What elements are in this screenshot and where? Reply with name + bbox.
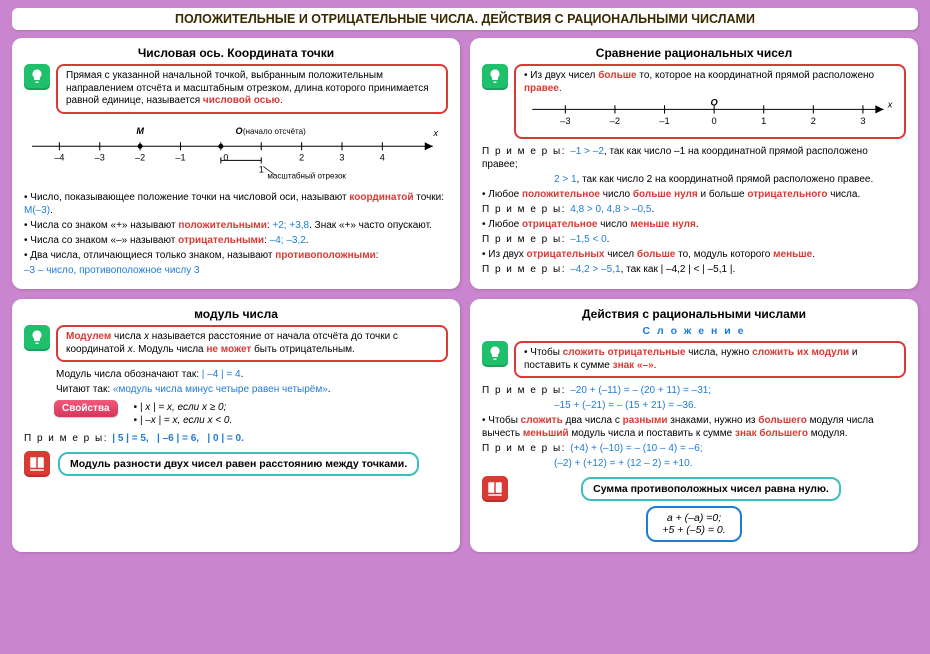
svg-text:–2: –2: [135, 152, 145, 162]
book-icon: [24, 451, 50, 477]
svg-text:4: 4: [380, 152, 385, 162]
card4-definition1: • Чтобы сложить отрицательные числа, нуж…: [514, 341, 906, 378]
svg-text:2: 2: [299, 152, 304, 162]
card2-line1: • Любое положительное число больше нуля …: [482, 188, 906, 201]
properties-pill: Свойства: [54, 400, 118, 417]
card1-bullet3: • Числа со знаком «–» называют отрицател…: [24, 234, 448, 247]
svg-text:–3: –3: [560, 116, 570, 126]
page-title: ПОЛОЖИТЕЛЬНЫЕ И ОТРИЦАТЕЛЬНЫЕ ЧИСЛА. ДЕЙ…: [12, 8, 918, 30]
svg-text:–1: –1: [175, 152, 185, 162]
svg-text:3: 3: [860, 116, 865, 126]
card2-ex2: 2 > 1, так как число 2 на координатной п…: [482, 173, 906, 186]
lightbulb-icon: [24, 325, 50, 351]
card2-ex1: П р и м е р ы: –1 > –2, так как число –1…: [482, 145, 906, 171]
card2-line3-ex: П р и м е р ы: –4,2 > –5,1, так как | –4…: [482, 263, 906, 276]
svg-text:масштабный отрезок: масштабный отрезок: [267, 171, 346, 180]
svg-text:1: 1: [259, 164, 264, 174]
svg-text:2: 2: [811, 116, 816, 126]
card-grid: Числовая ось. Координата точки Прямая с …: [12, 38, 918, 552]
svg-text:O: O: [235, 126, 242, 136]
card4-title: Действия с рациональными числами: [482, 307, 906, 321]
card4-formula: a + (–a) =0; +5 + (–5) = 0.: [482, 506, 906, 542]
svg-text:–1: –1: [659, 116, 669, 126]
card1-definition: Прямая с указанной начальной точкой, выб…: [56, 64, 448, 114]
svg-text:–3: –3: [95, 152, 105, 162]
card-number-axis: Числовая ось. Координата точки Прямая с …: [12, 38, 460, 289]
card4-ex2: –15 + (–21) = – (15 + 21) = –36.: [482, 399, 906, 412]
card1-bullet1: • Число, показывающее положение точки на…: [24, 191, 448, 217]
svg-text:3: 3: [339, 152, 344, 162]
card4-ex1: П р и м е р ы: –20 + (–11) = – (20 + 11)…: [482, 384, 906, 397]
card4-ex4: (–2) + (+12) = + (12 – 2) = +10.: [482, 457, 906, 470]
card3-definition: Модулем числа x называется расстояние от…: [56, 325, 448, 362]
svg-text:–4: –4: [54, 152, 64, 162]
svg-text:1: 1: [761, 116, 766, 126]
card1-bullet4: • Два числа, отличающиеся только знаком,…: [24, 249, 448, 262]
card3-examples: П р и м е р ы: | 5 | = 5, | –6 | = 6, | …: [24, 432, 448, 445]
svg-text:x: x: [433, 128, 439, 138]
lightbulb-icon: [482, 64, 508, 90]
card2-line1-ex: П р и м е р ы: 4,8 > 0, 4,8 > –0,5.: [482, 203, 906, 216]
card2-line2: • Любое отрицательное число меньше нуля.: [482, 218, 906, 231]
card3-read: Читают так: «модуль числа минус четыре р…: [56, 383, 448, 396]
svg-text:M: M: [136, 126, 144, 136]
svg-text:–2: –2: [610, 116, 620, 126]
card4-ex3: П р и м е р ы: (+4) + (–10) = – (10 – 4)…: [482, 442, 906, 455]
svg-text:(начало отсчёта): (начало отсчёта): [243, 127, 306, 136]
card4-subtitle: С л о ж е н и е: [482, 325, 906, 337]
card-operations: Действия с рациональными числами С л о ж…: [470, 299, 918, 552]
card2-definition: • Из двух чисел больше то, которое на ко…: [514, 64, 906, 139]
card1-bullet2: • Числа со знаком «+» называют положител…: [24, 219, 448, 232]
card4-text2: • Чтобы сложить два числа с разными знак…: [482, 414, 906, 440]
card3-properties: Свойства | x | = x, если x ≥ 0; | –x | =…: [54, 400, 448, 428]
card4-rule: Сумма противоположных чисел равна нулю.: [581, 477, 841, 501]
svg-text:x: x: [887, 99, 893, 109]
card2-line2-ex: П р и м е р ы: –1,5 < 0.: [482, 233, 906, 246]
card3-title: модуль числа: [24, 307, 448, 321]
number-axis-diagram: M O (начало отсчёта) x: [24, 120, 448, 186]
card-comparison: Сравнение рациональных чисел • Из двух ч…: [470, 38, 918, 289]
lightbulb-icon: [482, 341, 508, 367]
card3-rule: Модуль разности двух чисел равен расстоя…: [58, 452, 419, 476]
card3-notation: Модуль числа обозначают так: | –4 | = 4.: [56, 368, 448, 381]
lightbulb-icon: [24, 64, 50, 90]
card1-title: Числовая ось. Координата точки: [24, 46, 448, 60]
card2-title: Сравнение рациональных чисел: [482, 46, 906, 60]
svg-text:0: 0: [223, 152, 228, 162]
book-icon: [482, 476, 508, 502]
svg-text:0: 0: [712, 116, 717, 126]
card2-line3: • Из двух отрицательных чисел больше то,…: [482, 248, 906, 261]
card-modulus: модуль числа Модулем числа x называется …: [12, 299, 460, 552]
card1-bullet4-ex: –3 – число, противоположное числу 3: [24, 264, 448, 277]
